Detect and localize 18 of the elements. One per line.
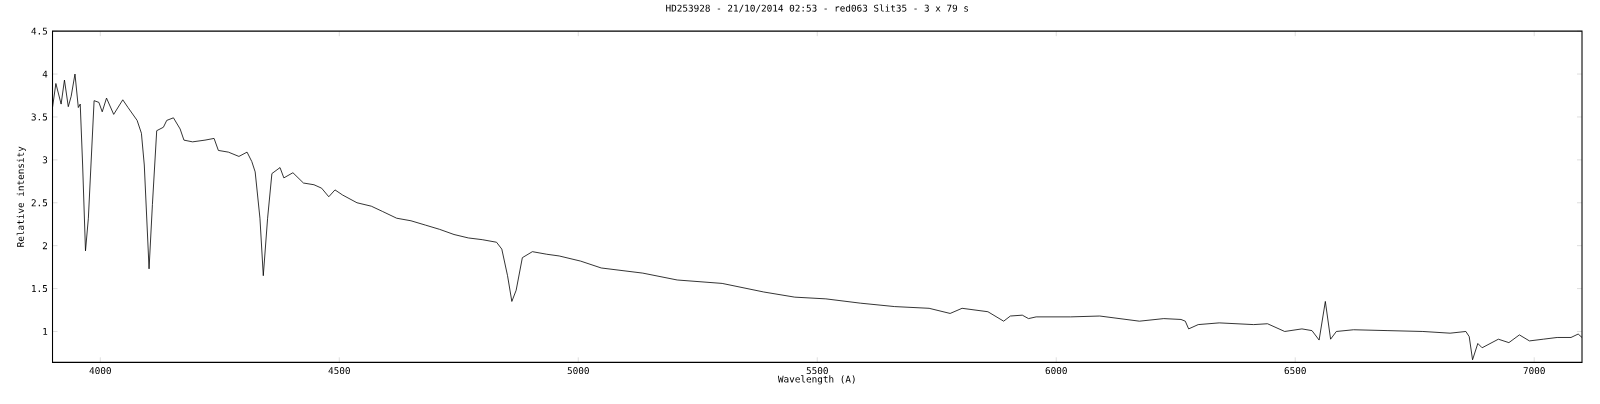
y-tick-label: 4 xyxy=(42,70,48,78)
x-tick-label: 5500 xyxy=(806,366,828,374)
x-axis-title: Wavelength (A) xyxy=(777,375,855,385)
x-tick-label: 7000 xyxy=(1523,366,1545,374)
y-tick-label: 4.5 xyxy=(31,27,48,35)
y-tick-label: 1.5 xyxy=(32,284,48,292)
chart-title: HD253928 - 21/10/2014 02:53 - red063 Slit35 - 3 x 79 s xyxy=(666,4,969,13)
y-tick-label: 2 xyxy=(42,242,48,249)
y-tick-label: 3 xyxy=(42,156,48,164)
y-tick-label: 1 xyxy=(43,327,48,335)
x-tick-label: 4000 xyxy=(89,366,111,374)
x-tick-label: 6500 xyxy=(1284,366,1306,374)
y-tick-label: 3.5 xyxy=(31,113,48,121)
x-tick-label: 5000 xyxy=(567,366,589,374)
x-tick-label: 4500 xyxy=(328,366,350,374)
x-tick-label: 6000 xyxy=(1045,366,1067,374)
y-axis-title: Relative intensity xyxy=(16,146,26,247)
y-tick-label: 2.5 xyxy=(31,199,48,207)
